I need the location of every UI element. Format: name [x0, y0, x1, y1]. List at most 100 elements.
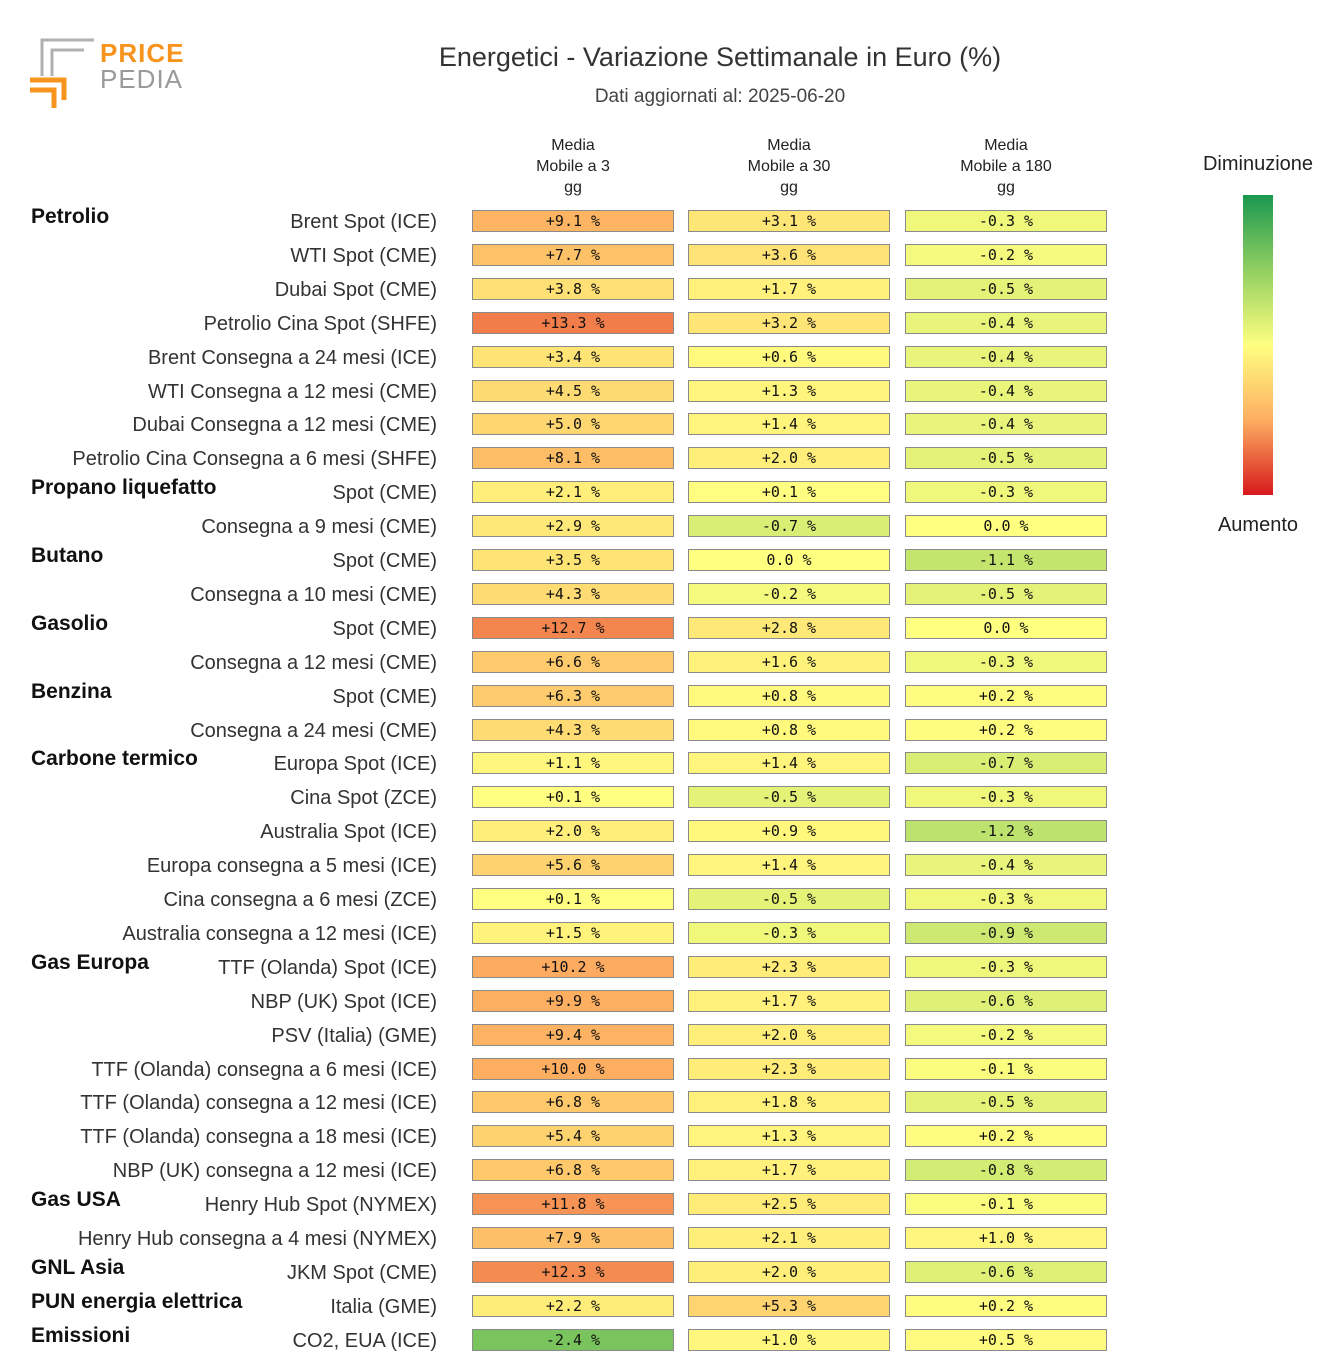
group-label: Emissioni: [31, 1323, 131, 1347]
heatmap-cell: +1.4 %: [688, 854, 890, 877]
heatmap-cell: +0.2 %: [905, 1125, 1107, 1148]
heatmap-cell: +4.3 %: [472, 582, 674, 605]
heatmap-cell: +3.4 %: [472, 345, 674, 368]
row-label: Spot (CME): [332, 482, 437, 505]
heatmap-cell: +1.3 %: [688, 379, 890, 402]
heatmap-cell: +6.8 %: [472, 1159, 674, 1182]
heatmap-cell: +1.8 %: [688, 1091, 890, 1114]
heatmap-cell: 0.0 %: [905, 616, 1107, 639]
heatmap-cell: -0.2 %: [688, 582, 890, 605]
heatmap-cell: +2.3 %: [688, 955, 890, 978]
heatmap-cell: +0.8 %: [688, 684, 890, 707]
heatmap-cell: -0.7 %: [905, 752, 1107, 775]
heatmap-cell: +6.8 %: [472, 1091, 674, 1114]
chart-subtitle: Dati aggiornati al: 2025-06-20: [594, 86, 846, 107]
row-label: JKM Spot (CME): [286, 1261, 437, 1284]
row-label: Petrolio Cina Spot (SHFE): [203, 312, 437, 335]
legend-bottom-label: Aumento: [1217, 514, 1299, 536]
row-label: TTF (Olanda) consegna a 6 mesi (ICE): [91, 1058, 437, 1081]
heatmap-cell: +0.9 %: [688, 820, 890, 843]
heatmap-cell: +9.9 %: [472, 989, 674, 1012]
heatmap-cell: +7.7 %: [472, 243, 674, 266]
heatmap-cell: +2.2 %: [472, 1294, 674, 1317]
heatmap-cell: -0.5 %: [905, 277, 1107, 300]
heatmap-cell: +7.9 %: [472, 1227, 674, 1249]
row-label: Spot (CME): [332, 685, 437, 708]
row-label: Henry Hub Spot (NYMEX): [204, 1194, 437, 1217]
heatmap-cell: -0.2 %: [905, 1023, 1107, 1046]
heatmap-cell: +2.9 %: [472, 515, 674, 538]
heatmap-cell: +2.1 %: [472, 481, 674, 504]
heatmap-cell: +9.4 %: [472, 1023, 674, 1046]
heatmap-cell: -2.4 %: [472, 1328, 674, 1351]
heatmap-cell: +0.1 %: [688, 481, 890, 504]
heatmap-cell: -1.1 %: [905, 549, 1107, 571]
heatmap-cell: -0.4 %: [905, 413, 1107, 436]
row-label: TTF (Olanda) consegna a 12 mesi (ICE): [80, 1092, 437, 1115]
heatmap-cell: +2.0 %: [688, 447, 890, 470]
group-label: Gas USA: [31, 1188, 121, 1212]
heatmap-cell: +5.3 %: [688, 1294, 890, 1317]
heatmap-cell: +4.5 %: [472, 379, 674, 402]
heatmap-cell: +0.2 %: [905, 718, 1107, 741]
pricepedia-logo: PRICE PEDIA: [28, 36, 188, 112]
heatmap-cell: +1.3 %: [688, 1125, 890, 1148]
column-header-2: Media Mobile a 30 gg: [747, 137, 831, 196]
heatmap-cell: +0.2 %: [905, 1294, 1107, 1317]
row-label: Dubai Spot (CME): [274, 278, 437, 301]
heatmap-cell: -1.2 %: [905, 820, 1107, 843]
heatmap-cell: +5.0 %: [472, 413, 674, 436]
heatmap-cell: +1.6 %: [688, 650, 890, 673]
heatmap-cell: -0.4 %: [905, 379, 1107, 402]
group-label: Gas Europa: [31, 950, 149, 974]
heatmap-cell: -0.3 %: [905, 888, 1107, 910]
heatmap-cell: +2.0 %: [472, 820, 674, 843]
heatmap-cell: -0.6 %: [905, 989, 1107, 1012]
heatmap-cell: -0.7 %: [688, 515, 890, 538]
heatmap-cell: +1.4 %: [688, 752, 890, 775]
group-label: PUN energia elettrica: [31, 1289, 243, 1313]
heatmap-cell: +3.8 %: [472, 277, 674, 300]
heatmap-cell: -0.4 %: [905, 311, 1107, 334]
group-label: Butano: [31, 544, 104, 567]
heatmap-cell: +5.4 %: [472, 1125, 674, 1148]
heatmap-cell: +3.5 %: [472, 549, 674, 571]
group-label: Propano liquefatto: [31, 476, 217, 500]
row-label: WTI Consegna a 12 mesi (CME): [148, 380, 437, 403]
heatmap-cell: -0.3 %: [905, 210, 1107, 232]
row-label: Dubai Consegna a 12 mesi (CME): [132, 414, 437, 437]
heatmap-cell: +1.7 %: [688, 1159, 890, 1182]
row-label: Consegna a 24 mesi (CME): [190, 719, 437, 742]
row-label: Consegna a 9 mesi (CME): [201, 516, 437, 539]
row-label: Consegna a 12 mesi (CME): [190, 651, 437, 674]
heatmap-cell: +1.1 %: [472, 752, 674, 775]
heatmap-cell: +1.0 %: [688, 1328, 890, 1351]
row-label: Brent Spot (ICE): [290, 211, 437, 233]
heatmap-cell: +10.0 %: [472, 1057, 674, 1080]
row-label: WTI Spot (CME): [290, 244, 437, 267]
heatmap-cell: +13.3 %: [472, 311, 674, 334]
heatmap-cell: +1.4 %: [688, 413, 890, 436]
heatmap-cell: -0.5 %: [688, 786, 890, 809]
row-label: Spot (CME): [332, 550, 437, 572]
row-label: Australia consegna a 12 mesi (ICE): [122, 922, 437, 945]
row-label: CO2, EUA (ICE): [292, 1329, 437, 1352]
heatmap-cell: -0.9 %: [905, 921, 1107, 944]
heatmap-cell: -0.5 %: [905, 1091, 1107, 1114]
group-label: Gasolio: [31, 611, 109, 635]
logo-text-price: PRICE: [100, 38, 185, 68]
heatmap-cell: -0.4 %: [905, 345, 1107, 368]
heatmap-cell: +6.6 %: [472, 650, 674, 673]
heatmap-cell: +8.1 %: [472, 447, 674, 470]
heatmap-cell: -0.5 %: [905, 582, 1107, 605]
heatmap-cell: +0.1 %: [472, 888, 674, 910]
row-label: Europa Spot (ICE): [273, 753, 437, 776]
heatmap-cell: +3.6 %: [688, 243, 890, 266]
heatmap-cell: +2.0 %: [688, 1023, 890, 1046]
heatmap-cell: +5.6 %: [472, 854, 674, 877]
heatmap-cell: +0.8 %: [688, 718, 890, 741]
heatmap-cell: +0.6 %: [688, 345, 890, 368]
row-label: Brent Consegna a 24 mesi (ICE): [147, 346, 437, 369]
heatmap-cell: +10.2 %: [472, 955, 674, 978]
heatmap-cell: 0.0 %: [688, 549, 890, 571]
